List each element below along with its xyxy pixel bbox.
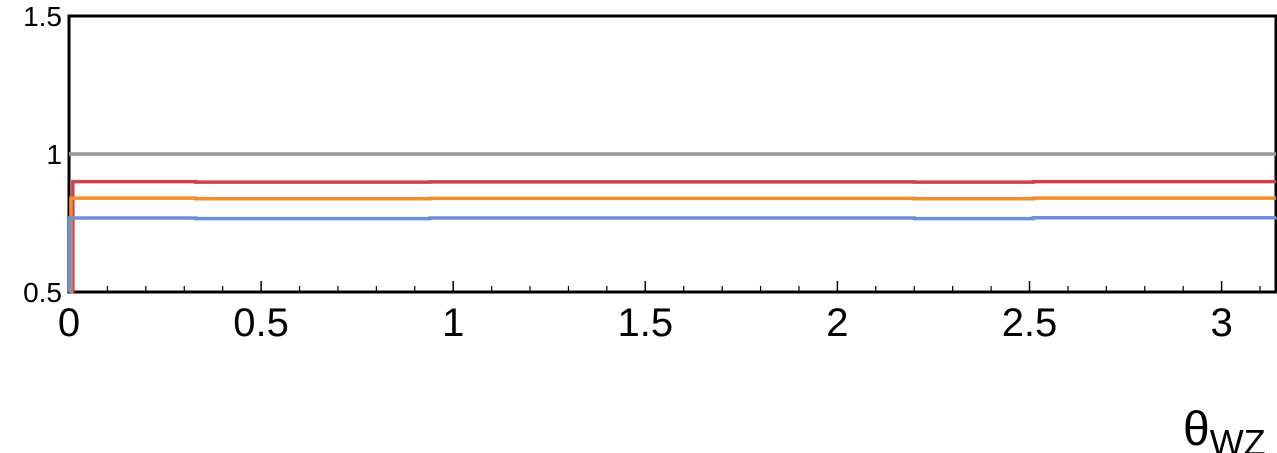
x-tick-label: 2: [826, 301, 848, 345]
x-tick-label: 0: [58, 301, 80, 345]
x-tick-label: 2.5: [1002, 301, 1058, 345]
y-tick-label: 1: [46, 139, 62, 170]
y-tick-label: 1.5: [23, 1, 62, 32]
series-line-2: [69, 179, 1276, 294]
x-axis-label: θWZ: [1183, 403, 1266, 453]
series-line-4: [68, 216, 1277, 294]
x-tick-label: 3: [1210, 301, 1232, 345]
series-layer: [68, 152, 1277, 294]
x-axis-label-sub: WZ: [1210, 422, 1266, 453]
x-tick-label: 1.5: [617, 301, 673, 345]
x-minor-ticks: [106, 286, 1261, 292]
x-tick-label: 1: [442, 301, 464, 345]
y-tick-labels: 0.5 1 1.5: [23, 1, 62, 308]
x-tick-label: 0.5: [233, 301, 289, 345]
series-line-3: [69, 196, 1276, 294]
x-major-ticks: [68, 281, 1223, 292]
x-axis-label-base: θ: [1183, 403, 1210, 453]
x-tick-labels: 0 0.5 1 1.5 2 2.5 3: [58, 301, 1233, 345]
y-tick-label: 0.5: [23, 277, 62, 308]
